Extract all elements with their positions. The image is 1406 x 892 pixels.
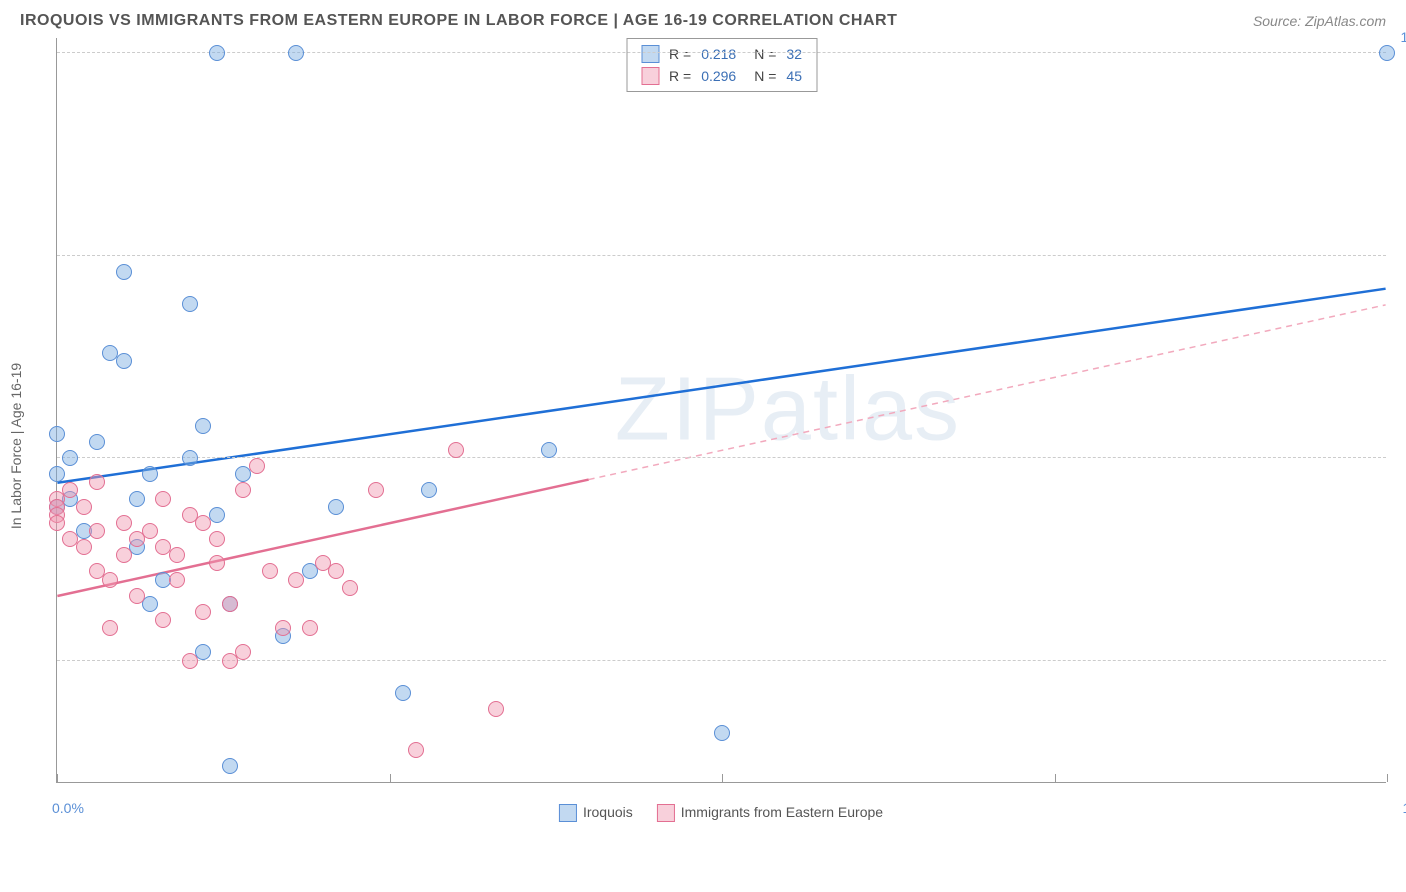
legend-label: Iroquois xyxy=(583,804,633,820)
data-point xyxy=(249,458,265,474)
r-value: 0.296 xyxy=(701,68,736,84)
data-point xyxy=(328,499,344,515)
data-point xyxy=(195,604,211,620)
y-axis-label: 100.0% xyxy=(1401,29,1406,45)
data-point xyxy=(155,612,171,628)
data-point xyxy=(209,531,225,547)
x-tick xyxy=(1387,774,1388,782)
data-point xyxy=(235,482,251,498)
data-point xyxy=(89,474,105,490)
data-point xyxy=(62,482,78,498)
data-point xyxy=(89,523,105,539)
legend-swatch-icon xyxy=(559,804,577,822)
gridline xyxy=(57,255,1386,256)
data-point xyxy=(714,725,730,741)
data-point xyxy=(182,653,198,669)
data-point xyxy=(169,547,185,563)
x-tick xyxy=(390,774,391,782)
data-point xyxy=(182,450,198,466)
data-point xyxy=(142,466,158,482)
watermark: ZIPatlas xyxy=(615,359,961,462)
data-point xyxy=(222,758,238,774)
data-point xyxy=(49,466,65,482)
correlation-legend: R = 0.218 N = 32 R = 0.296 N = 45 xyxy=(626,38,817,92)
legend-item: Iroquois xyxy=(559,804,633,822)
data-point xyxy=(155,491,171,507)
data-point xyxy=(368,482,384,498)
legend-swatch-icon xyxy=(641,67,659,85)
data-point xyxy=(182,296,198,312)
scatter-plot: ZIPatlas R =0.218N =32R =0.296N =45 25.0… xyxy=(56,38,1386,783)
data-point xyxy=(62,450,78,466)
legend-swatch-icon xyxy=(641,45,659,63)
data-point xyxy=(262,563,278,579)
chart-area: ZIPatlas R =0.218N =32R =0.296N =45 25.0… xyxy=(56,38,1386,818)
data-point xyxy=(328,563,344,579)
data-point xyxy=(421,482,437,498)
data-point xyxy=(129,491,145,507)
r-value: 0.218 xyxy=(701,46,736,62)
data-point xyxy=(129,588,145,604)
x-tick xyxy=(57,774,58,782)
r-label: R = xyxy=(669,46,691,62)
data-point xyxy=(209,45,225,61)
n-value: 32 xyxy=(786,46,802,62)
legend-swatch-icon xyxy=(657,804,675,822)
data-point xyxy=(342,580,358,596)
chart-header: IROQUOIS VS IMMIGRANTS FROM EASTERN EURO… xyxy=(0,0,1406,38)
data-point xyxy=(169,572,185,588)
source-label: Source: ZipAtlas.com xyxy=(1253,13,1386,29)
page-title: IROQUOIS VS IMMIGRANTS FROM EASTERN EURO… xyxy=(20,12,897,30)
x-tick xyxy=(1055,774,1056,782)
data-point xyxy=(49,426,65,442)
data-point xyxy=(102,572,118,588)
series-legend: Iroquois Immigrants from Eastern Europe xyxy=(559,804,883,822)
data-point xyxy=(195,515,211,531)
data-point xyxy=(89,434,105,450)
data-point xyxy=(76,499,92,515)
x-axis-label-max: 100.0% xyxy=(1403,800,1406,816)
data-point xyxy=(116,353,132,369)
legend-item: Immigrants from Eastern Europe xyxy=(657,804,883,822)
data-point xyxy=(275,620,291,636)
data-point xyxy=(288,45,304,61)
data-point xyxy=(448,442,464,458)
y-axis-title: In Labor Force | Age 16-19 xyxy=(8,363,24,529)
gridline xyxy=(57,52,1386,53)
legend-label: Immigrants from Eastern Europe xyxy=(681,804,883,820)
data-point xyxy=(395,685,411,701)
data-point xyxy=(116,547,132,563)
data-point xyxy=(195,418,211,434)
n-label: N = xyxy=(754,46,776,62)
data-point xyxy=(116,264,132,280)
data-point xyxy=(142,523,158,539)
data-point xyxy=(209,555,225,571)
trend-lines xyxy=(57,38,1386,782)
data-point xyxy=(222,596,238,612)
data-point xyxy=(142,596,158,612)
data-point xyxy=(288,572,304,588)
gridline xyxy=(57,660,1386,661)
data-point xyxy=(76,539,92,555)
data-point xyxy=(49,515,65,531)
data-point xyxy=(116,515,132,531)
x-axis-label-min: 0.0% xyxy=(52,800,84,816)
legend-row: R = 0.218 N = 32 xyxy=(627,43,816,65)
data-point xyxy=(488,701,504,717)
data-point xyxy=(302,620,318,636)
data-point xyxy=(1379,45,1395,61)
x-tick xyxy=(722,774,723,782)
n-value: 45 xyxy=(786,68,802,84)
data-point xyxy=(102,620,118,636)
data-point xyxy=(235,644,251,660)
n-label: N = xyxy=(754,68,776,84)
data-point xyxy=(408,742,424,758)
data-point xyxy=(541,442,557,458)
legend-row: R = 0.296 N = 45 xyxy=(627,65,816,87)
r-label: R = xyxy=(669,68,691,84)
